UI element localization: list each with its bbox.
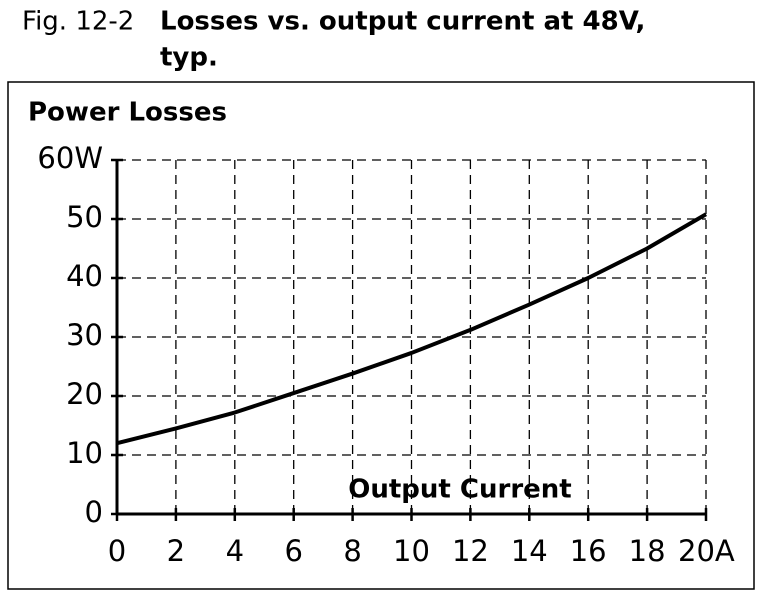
x-tick-label: 0 bbox=[108, 534, 126, 568]
figure-label: Fig. 12-2 bbox=[22, 7, 134, 37]
frame bbox=[7, 81, 755, 590]
x-tick-label: 12 bbox=[452, 534, 489, 568]
y-axis-title: Power Losses bbox=[28, 98, 227, 128]
data-line bbox=[116, 212, 708, 446]
x-tick-label: 14 bbox=[511, 534, 548, 568]
y-tick-label: 50 bbox=[66, 200, 103, 234]
chart-title: Losses vs. output current at 48V, bbox=[160, 7, 645, 37]
chart-title: typ. bbox=[160, 43, 218, 73]
x-tick-label: 18 bbox=[629, 534, 666, 568]
y-tick-label: 20 bbox=[66, 377, 103, 411]
x-tick-label: 16 bbox=[570, 534, 607, 568]
x-axis-title: Output Current bbox=[348, 475, 571, 505]
x-tick-label: 2 bbox=[167, 534, 185, 568]
y-tick-label: 10 bbox=[66, 436, 103, 470]
y-tick-label: 30 bbox=[66, 318, 103, 352]
x-tick-label: 4 bbox=[226, 534, 244, 568]
x-tick-label: 20A bbox=[678, 534, 735, 568]
x-tick-label: 10 bbox=[393, 534, 430, 568]
y-tick-label: 60W bbox=[37, 141, 103, 175]
x-tick-label: 8 bbox=[343, 534, 361, 568]
y-tick-label: 40 bbox=[66, 259, 103, 293]
y-tick-label: 0 bbox=[85, 495, 103, 529]
x-tick-label: 6 bbox=[284, 534, 302, 568]
